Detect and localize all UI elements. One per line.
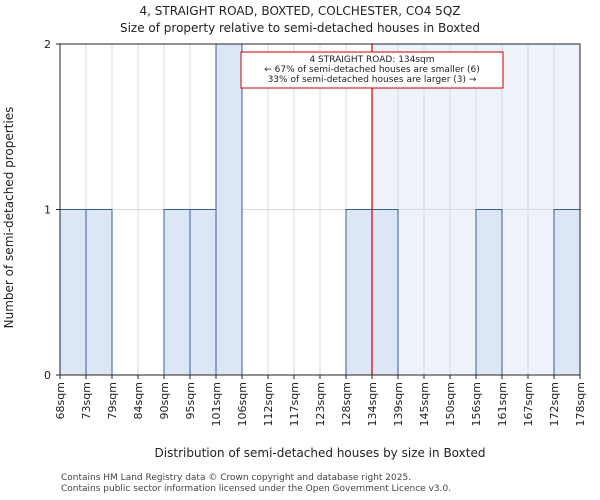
x-tick-label: 123sqm (314, 382, 327, 426)
bar (553, 209, 581, 376)
x-tick-label: 167sqm (522, 382, 535, 426)
x-tick-label: 106sqm (236, 382, 249, 426)
x-tick-label: 150sqm (444, 382, 457, 426)
x-tick-label: 68sqm (54, 382, 67, 419)
bar (163, 209, 191, 376)
annotation-smaller: ← 67% of semi-detached houses are smalle… (264, 65, 480, 75)
x-tick-label: 178sqm (574, 382, 587, 426)
x-tick-label: 172sqm (548, 382, 561, 426)
x-tick-label: 134sqm (366, 382, 379, 426)
annotation-label: 4 STRAIGHT ROAD: 134sqm (309, 55, 434, 65)
subject-property-annotation: 4 STRAIGHT ROAD: 134sqm ← 67% of semi-de… (240, 51, 504, 89)
x-tick-label: 112sqm (262, 382, 275, 426)
bar (371, 209, 399, 376)
x-axis-label: Distribution of semi-detached houses by … (155, 446, 486, 460)
annotation-larger: 33% of semi-detached houses are larger (… (268, 75, 477, 85)
chart-title: 4, STRAIGHT ROAD, BOXTED, COLCHESTER, CO… (120, 4, 480, 35)
y-tick-label: 1 (44, 204, 51, 217)
x-tick-label: 117sqm (288, 382, 301, 426)
x-tick-label: 84sqm (132, 382, 145, 419)
x-tick-label: 95sqm (184, 382, 197, 419)
y-tick-label: 2 (44, 38, 51, 51)
chart-title-line-2: Size of property relative to semi-detach… (120, 21, 480, 35)
chart-title-line-1: 4, STRAIGHT ROAD, BOXTED, COLCHESTER, CO… (140, 4, 461, 18)
bar (475, 209, 503, 376)
x-tick-label: 128sqm (340, 382, 353, 426)
bar (345, 209, 373, 376)
y-axis-label: Number of semi-detached properties (2, 107, 16, 329)
bar (59, 209, 87, 376)
x-tick-label: 73sqm (80, 382, 93, 419)
x-tick-label: 79sqm (106, 382, 119, 419)
footer-copyright: Contains HM Land Registry data © Crown c… (61, 473, 412, 483)
bar (189, 209, 217, 376)
footer-licence: Contains public sector information licen… (61, 484, 452, 494)
x-tick-label: 90sqm (158, 382, 171, 419)
bars (59, 43, 581, 376)
bar (215, 43, 243, 376)
x-tick-label: 101sqm (210, 382, 223, 426)
x-tick-label: 161sqm (496, 382, 509, 426)
bar (85, 209, 113, 376)
x-tick-label: 139sqm (392, 382, 405, 426)
x-axis: 68sqm 73sqm 79sqm 84sqm 90sqm 95sqm 101sqm 106s… (54, 375, 587, 426)
y-axis: 0 1 2 (44, 38, 60, 382)
x-tick-label: 145sqm (418, 382, 431, 426)
y-tick-label: 0 (44, 369, 51, 382)
x-tick-label: 156sqm (470, 382, 483, 426)
annotation-box (240, 51, 504, 89)
